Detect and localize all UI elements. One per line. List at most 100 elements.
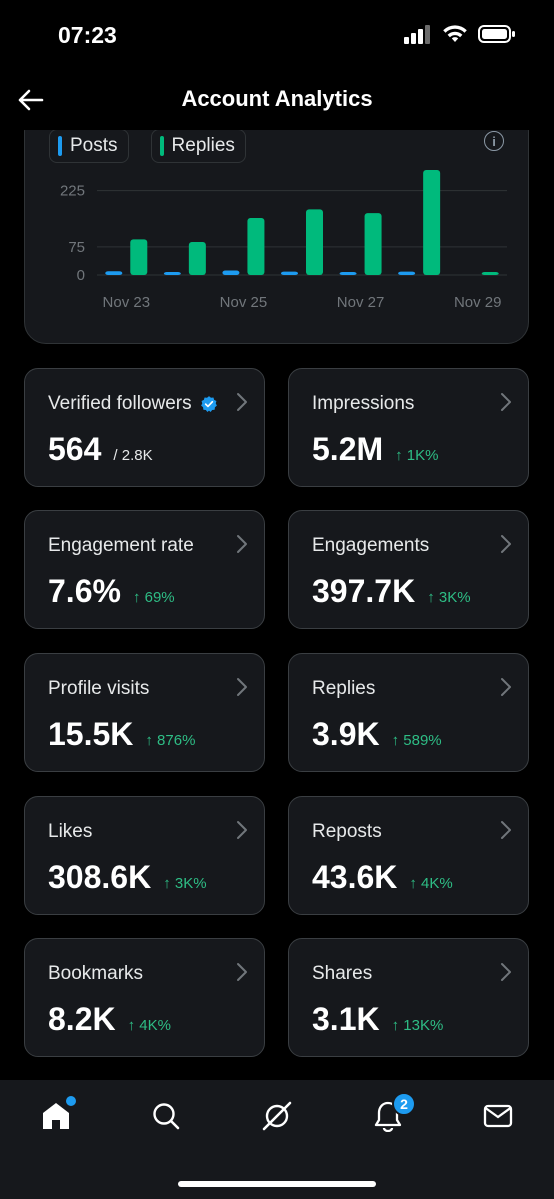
chevron-right-icon — [501, 678, 511, 696]
stat-change: ↑ 4K% — [409, 875, 453, 892]
stat-label-text: Profile visits — [48, 678, 150, 699]
bar-replies-nov-25[interactable] — [247, 218, 265, 275]
stat-value: 308.6K — [48, 859, 152, 895]
stat-total: / 2.8K — [113, 447, 153, 464]
stat-label: Shares — [312, 963, 372, 985]
back-button[interactable] — [12, 82, 48, 118]
stat-value: 15.5K — [48, 716, 134, 752]
legend-posts-label: Posts — [70, 135, 118, 156]
bar-replies-nov-26[interactable] — [306, 209, 323, 275]
stat-label: Engagements — [312, 535, 429, 557]
legend-posts-swatch — [58, 136, 62, 156]
stat-card-profile-visits[interactable]: Profile visits 15.5K ↑ 876% — [24, 653, 265, 772]
stat-card-likes[interactable]: Likes 308.6K ↑ 3K% — [24, 796, 265, 915]
stat-label: Replies — [312, 678, 375, 700]
stat-value-row: 5.2M ↑ 1K% — [312, 431, 439, 468]
home-indicator — [178, 1181, 376, 1187]
y-tick-label: 0 — [77, 267, 85, 284]
stat-label-text: Engagement rate — [48, 535, 194, 556]
bar-replies-nov-27[interactable] — [364, 213, 382, 275]
stat-change: ↑ 3K% — [427, 589, 471, 606]
tab-home[interactable] — [36, 1096, 76, 1136]
stat-change: ↑ 4K% — [127, 1017, 171, 1034]
stat-change: ↑ 69% — [132, 589, 175, 606]
tab-search[interactable] — [146, 1096, 186, 1136]
stat-label: Likes — [48, 821, 92, 843]
legend-replies-swatch — [159, 136, 164, 156]
stat-label-text: Reposts — [312, 821, 382, 842]
chevron-right-icon — [501, 821, 511, 839]
bar-posts-nov-23[interactable] — [105, 271, 123, 275]
stat-value: 3.9K — [312, 716, 380, 752]
stat-card-engagements[interactable]: Engagements 397.7K ↑ 3K% — [288, 510, 529, 629]
stat-value-row: 397.7K ↑ 3K% — [312, 573, 471, 610]
bar-posts-nov-26[interactable] — [281, 271, 298, 275]
stat-label: Reposts — [312, 821, 382, 843]
bar-replies-nov-24[interactable] — [188, 242, 206, 275]
stat-label: Engagement rate — [48, 535, 194, 557]
stat-card-bookmarks[interactable]: Bookmarks 8.2K ↑ 4K% — [24, 938, 265, 1057]
legend-posts-toggle[interactable]: Posts — [49, 130, 129, 163]
bar-posts-nov-25[interactable] — [222, 270, 240, 276]
bar-posts-nov-27[interactable] — [339, 272, 357, 275]
x-tick-label: Nov 23 — [103, 294, 151, 311]
stat-change: ↑ 876% — [145, 732, 196, 749]
stat-change: ↑ 13K% — [391, 1017, 444, 1034]
stat-value-row: 564 / 2.8K — [48, 431, 153, 468]
stat-label-text: Verified followers — [48, 393, 192, 414]
stat-label-text: Shares — [312, 963, 373, 984]
x-tick-label: Nov 25 — [220, 294, 268, 311]
chevron-right-icon — [237, 535, 247, 553]
stat-label-text: Engagements — [312, 535, 430, 556]
stat-card-reposts[interactable]: Reposts 43.6K ↑ 4K% — [288, 796, 529, 915]
stat-card-impressions[interactable]: Impressions 5.2M ↑ 1K% — [288, 368, 529, 487]
x-tick-label: Nov 29 — [454, 294, 502, 311]
arrow-left-icon — [18, 89, 44, 111]
bar-replies-nov-28[interactable] — [423, 170, 441, 275]
nav-header: Account Analytics — [0, 72, 554, 130]
stat-card-engagement-rate[interactable]: Engagement rate 7.6% ↑ 69% — [24, 510, 265, 629]
chevron-right-icon — [501, 393, 511, 411]
stat-value: 5.2M — [312, 431, 384, 467]
activity-chart-card: 225 75 0 Nov 23 Nov 25 Nov 27 Nov 29 Posts Rep… — [24, 130, 529, 344]
battery-icon — [478, 25, 515, 43]
stat-change: ↑ 589% — [391, 732, 442, 749]
chevron-right-icon — [501, 535, 511, 553]
y-tick-label: 75 — [68, 239, 85, 256]
stat-card-replies[interactable]: Replies 3.9K ↑ 589% — [288, 653, 529, 772]
legend-replies-toggle[interactable]: Replies — [150, 130, 246, 163]
stat-value: 43.6K — [312, 859, 398, 895]
chevron-right-icon — [501, 963, 511, 981]
stat-value-row: 3.1K ↑ 13K% — [312, 1001, 443, 1038]
chart-legend: Posts Replies — [49, 130, 246, 163]
tab-messages[interactable] — [478, 1096, 518, 1136]
info-icon[interactable]: i — [484, 131, 504, 151]
stat-label-text: Impressions — [312, 393, 415, 414]
home-notification-dot — [66, 1096, 76, 1106]
tab-notifications[interactable]: 2 — [368, 1092, 416, 1136]
page-title: Account Analytics — [181, 86, 373, 111]
stat-change: ↑ 3K% — [163, 875, 207, 892]
stat-card-shares[interactable]: Shares 3.1K ↑ 13K% — [288, 938, 529, 1057]
stat-value: 8.2K — [48, 1001, 116, 1037]
stat-card-verified-followers[interactable]: Verified followers 564 / 2.8K — [24, 368, 265, 487]
status-icons — [404, 24, 516, 44]
stat-label: Impressions — [312, 393, 414, 415]
stat-value: 3.1K — [312, 1001, 380, 1037]
bottom-tab-bar: 2 — [0, 1080, 554, 1199]
chevron-right-icon — [237, 963, 247, 981]
bar-replies-nov-29[interactable] — [481, 272, 499, 275]
grok-icon — [262, 1101, 292, 1131]
legend-replies-label: Replies — [171, 135, 235, 156]
bar-posts-nov-24[interactable] — [163, 272, 181, 275]
status-time: 07:23 — [58, 22, 117, 48]
stat-value: 397.7K — [312, 573, 416, 609]
x-tick-label: Nov 27 — [337, 294, 385, 311]
stat-value: 7.6% — [48, 573, 121, 609]
analytics-content[interactable]: 225 75 0 Nov 23 Nov 25 Nov 27 Nov 29 Posts Rep… — [0, 130, 554, 1080]
bar-posts-nov-28[interactable] — [398, 271, 416, 275]
tab-grok[interactable] — [257, 1096, 297, 1136]
stat-value-row: 15.5K ↑ 876% — [48, 716, 195, 753]
stat-value-row: 3.9K ↑ 589% — [312, 716, 442, 753]
bar-replies-nov-23[interactable] — [130, 239, 148, 275]
